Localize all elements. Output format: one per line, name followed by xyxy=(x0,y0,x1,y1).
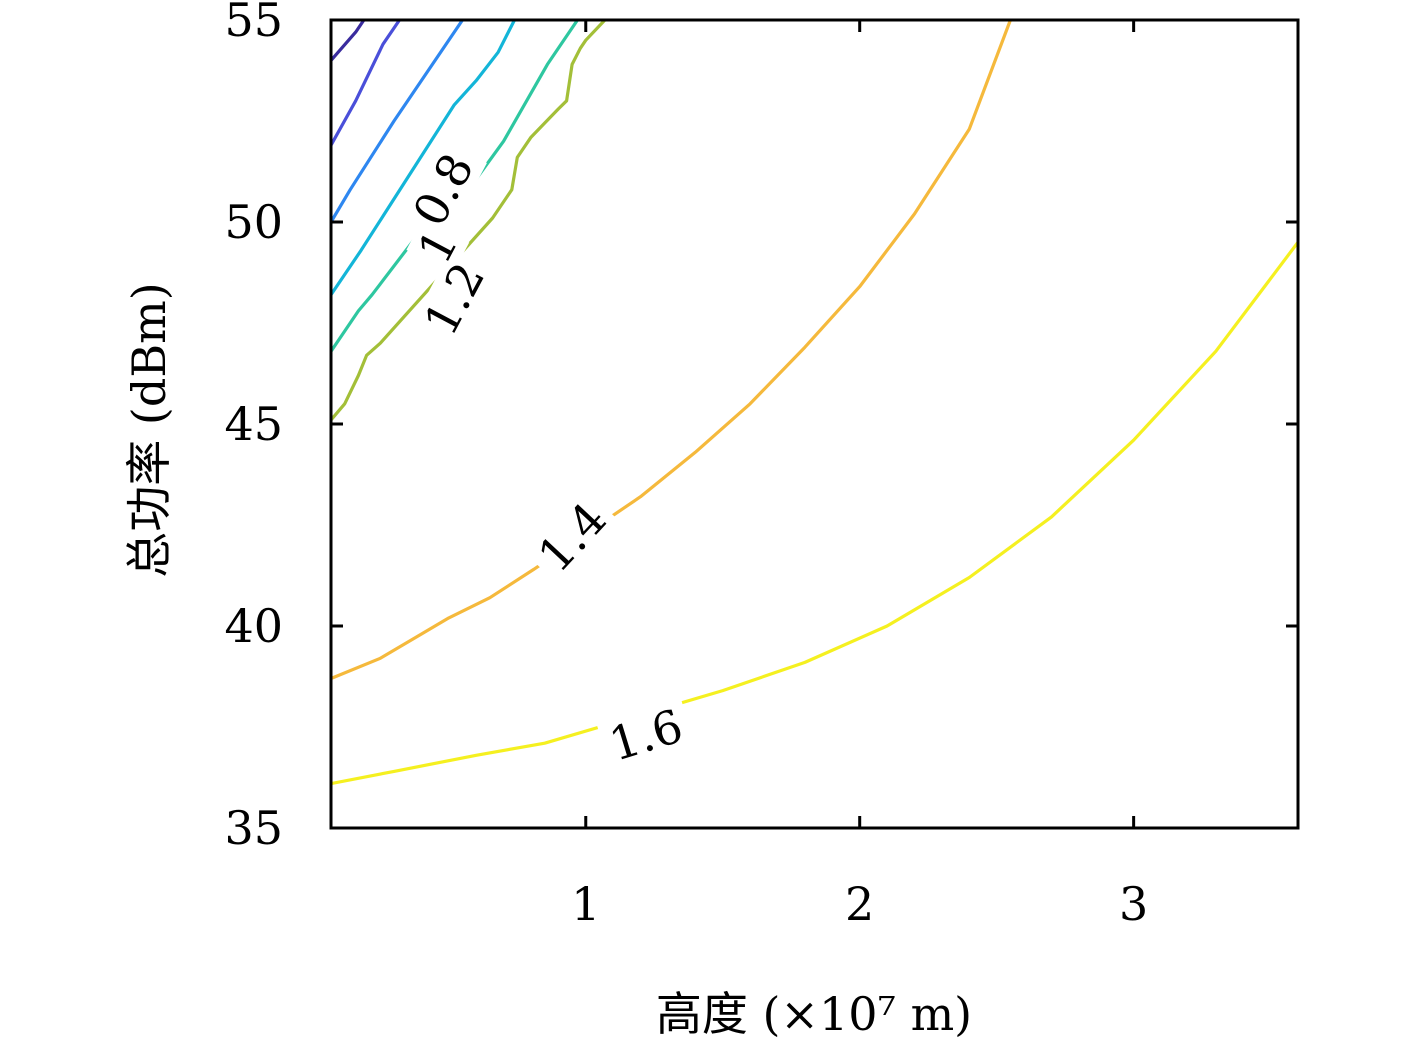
contour-label-mask xyxy=(399,138,487,241)
contour-label-mask xyxy=(410,247,498,350)
y-tick-label: 55 xyxy=(224,0,283,47)
x-axis-ticks: 1 2 3 xyxy=(571,20,1148,931)
contour-line-0-8 xyxy=(331,20,465,224)
contour-lines xyxy=(331,20,1298,786)
contour-line-1 xyxy=(331,20,517,297)
contour-line-1-3 xyxy=(331,20,607,422)
y-tick-label: 50 xyxy=(224,195,283,249)
contour-label-masks xyxy=(399,138,696,773)
x-tick-label: 1 xyxy=(571,877,600,931)
y-axis-ticks: 35 40 45 50 55 xyxy=(224,0,1298,855)
y-tick-label: 35 xyxy=(224,801,283,855)
x-axis-title: 高度 (×10⁷ m) xyxy=(656,987,972,1041)
y-tick-label: 45 xyxy=(224,397,283,451)
x-tick-label: 2 xyxy=(845,877,874,931)
contour-line-0-4 xyxy=(331,20,366,62)
contour-line-1-6 xyxy=(331,240,1298,786)
contour-line-0-6 xyxy=(331,20,402,147)
contour-label: 1.6 xyxy=(603,699,689,772)
y-tick-label: 40 xyxy=(224,599,283,653)
contour-label-mask xyxy=(523,487,622,588)
contour-label: 1.4 xyxy=(527,492,616,582)
y-axis-title: 总功率 (dBm) xyxy=(122,282,176,577)
contour-label-mask xyxy=(596,697,696,773)
contour-labels: 10.81.21.41.6 xyxy=(402,145,689,772)
x-tick-label: 3 xyxy=(1119,877,1148,931)
contour-line-1-4 xyxy=(331,20,1012,681)
plot-frame xyxy=(329,18,1300,830)
